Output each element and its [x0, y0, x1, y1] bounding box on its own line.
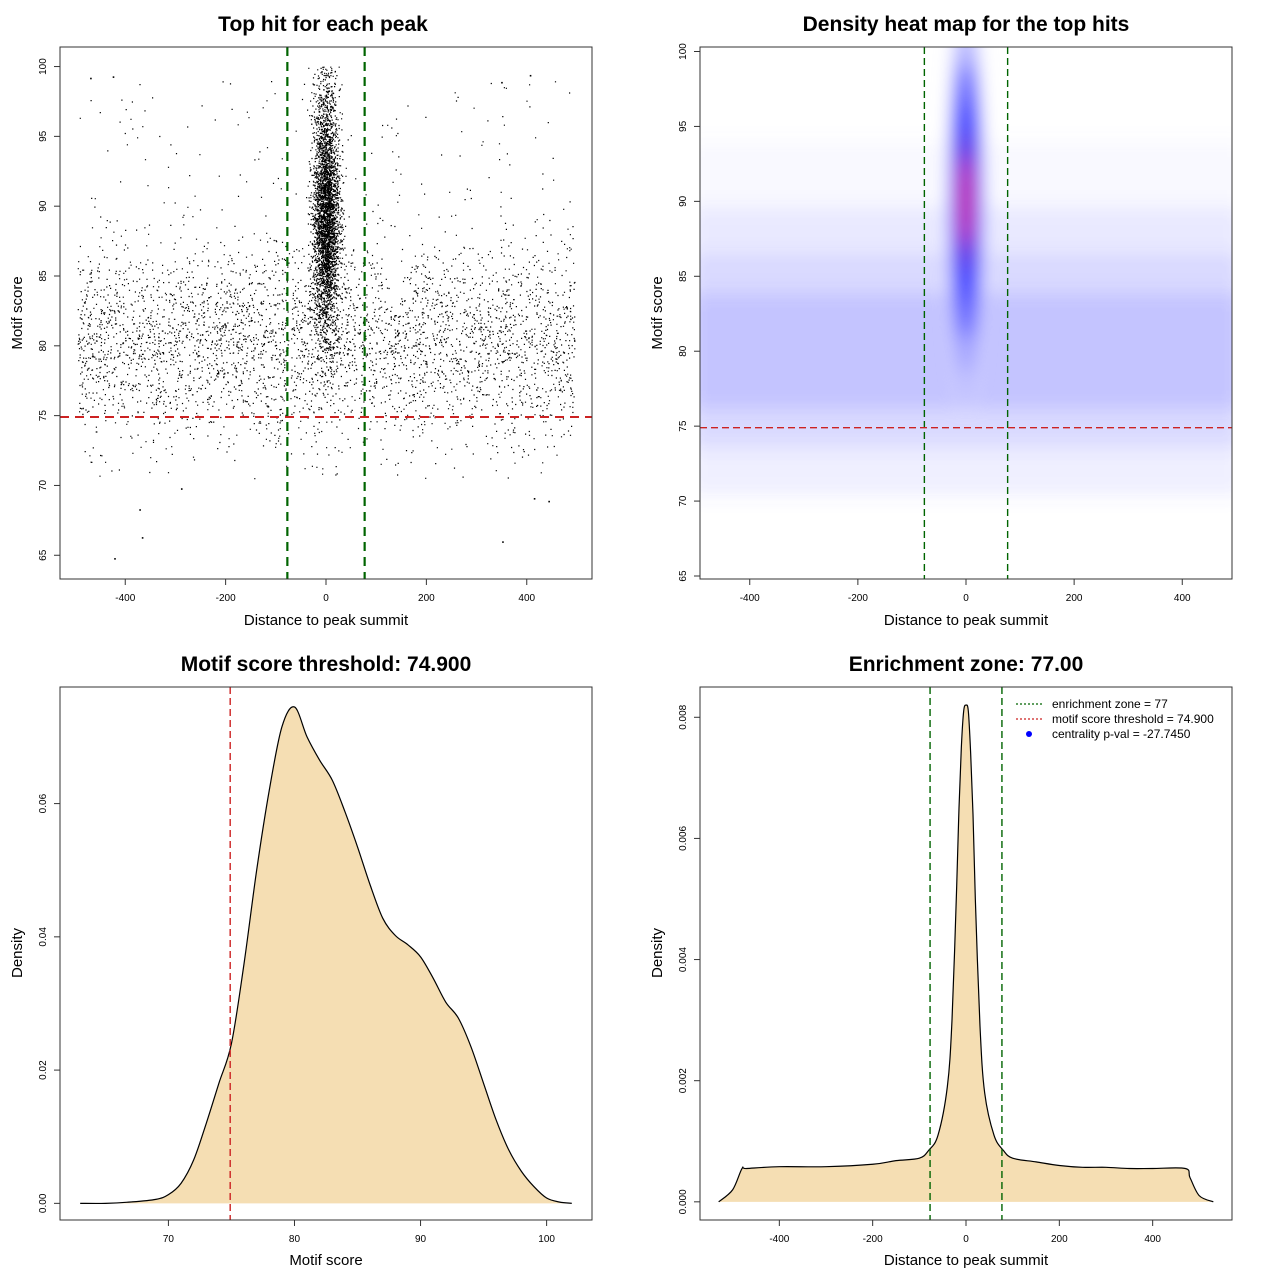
y-tick-label: 85	[38, 270, 49, 282]
heatmap-x-label: Distance to peak summit	[884, 612, 1049, 629]
density-curve	[80, 706, 572, 1205]
y-tick-label: 0.06	[38, 793, 49, 813]
y-tick-label: 0.008	[678, 704, 689, 729]
y-tick-label: 80	[38, 340, 49, 352]
y-tick-label: 65	[678, 570, 689, 582]
scatter-outlier-point	[180, 488, 183, 490]
x-tick-label: -400	[740, 593, 760, 604]
legend-label-pval: centrality p-val = -27.7450	[1052, 727, 1191, 741]
x-tick-label: -200	[848, 593, 868, 604]
y-tick-label: 0.000	[678, 1189, 689, 1214]
y-tick-label: 95	[38, 130, 49, 142]
x-tick-label: 200	[418, 593, 435, 604]
scatter-reference-lines	[60, 47, 592, 579]
x-tick-label: 400	[1144, 1234, 1161, 1245]
y-tick-label: 0.04	[38, 927, 49, 947]
x-tick-label: 200	[1051, 1234, 1068, 1245]
distance-density-axes: -400 -200 0 200 400 0.000 0.002 0.004 0.006 0.008	[678, 704, 1161, 1245]
y-tick-label: 95	[678, 120, 689, 132]
scatter-outlier-point	[112, 76, 115, 78]
y-tick-label: 85	[678, 270, 689, 282]
distance-density-x-label: Distance to peak summit	[884, 1252, 1049, 1269]
heatmap-reference-lines	[700, 47, 1232, 579]
density-fill	[80, 706, 572, 1204]
x-tick-label: -200	[216, 593, 236, 604]
scatter-outlier-point	[90, 77, 92, 80]
heatmap-y-label: Motif score	[649, 276, 666, 349]
scatter-axes: -400 -200 0 200 400 65 70 75 80 85 90 95 100	[38, 58, 536, 604]
score-density-area	[80, 687, 572, 1220]
scatter-point-cloud	[77, 66, 576, 480]
x-tick-label: 400	[518, 593, 535, 604]
y-tick-label: 0.002	[678, 1068, 689, 1093]
legend: enrichment zone = 77 motif score thresho…	[1016, 697, 1214, 741]
scatter-panel: Top hit for each peak -400 -200 0 200 400 65 7…	[9, 13, 593, 629]
distance-density-title: Enrichment zone: 77.00	[849, 653, 1084, 676]
scatter-x-label: Distance to peak summit	[244, 612, 409, 629]
x-tick-label: 90	[415, 1234, 427, 1245]
x-tick-label: 400	[1174, 593, 1191, 604]
legend-swatch-pval	[1026, 731, 1032, 737]
y-tick-label: 75	[678, 420, 689, 432]
heatmap-cluster-layer	[962, 156, 970, 247]
y-tick-label: 80	[678, 345, 689, 357]
scatter-points	[77, 66, 576, 560]
score-density-panel: Motif score threshold: 74.900 70 80 90 100 0…	[9, 653, 593, 1269]
y-tick-label: 90	[678, 195, 689, 207]
y-tick-label: 90	[38, 200, 49, 212]
score-density-axes: 70 80 90 100 0.00 0.02 0.04 0.06	[38, 793, 555, 1245]
heatmap-axes: -400 -200 0 200 400 65 70 75 80 85 90 95 100	[678, 43, 1191, 604]
legend-label-enrichment: enrichment zone = 77	[1052, 697, 1168, 711]
y-tick-label: 100	[678, 43, 689, 60]
score-density-x-label: Motif score	[289, 1252, 362, 1269]
y-tick-label: 0.00	[38, 1193, 49, 1213]
x-tick-label: -400	[769, 1234, 789, 1245]
x-tick-label: 0	[963, 593, 969, 604]
x-tick-label: 70	[163, 1234, 175, 1245]
scatter-outlier-point	[502, 541, 504, 543]
x-tick-label: 200	[1066, 593, 1083, 604]
heatmap-density	[700, 47, 1232, 496]
y-tick-label: 0.004	[678, 947, 689, 972]
heatmap-title: Density heat map for the top hits	[803, 13, 1130, 36]
heatmap-panel: Density heat map for the top hits -400 -2…	[649, 13, 1233, 629]
y-tick-label: 70	[678, 495, 689, 507]
x-tick-label: 100	[538, 1234, 555, 1245]
x-tick-label: -200	[863, 1234, 883, 1245]
x-tick-label: 80	[289, 1234, 301, 1245]
scatter-outlier-point	[139, 509, 141, 511]
scatter-title: Top hit for each peak	[218, 13, 428, 36]
distance-density-y-label: Density	[649, 927, 666, 978]
y-tick-label: 70	[38, 479, 49, 491]
x-tick-label: -400	[115, 593, 135, 604]
legend-label-threshold: motif score threshold = 74.900	[1052, 712, 1214, 726]
scatter-outlier-point	[548, 500, 550, 503]
x-tick-label: 0	[323, 593, 329, 604]
scatter-y-label: Motif score	[9, 276, 26, 349]
score-density-plot-frame	[59, 686, 593, 1221]
y-tick-label: 0.02	[38, 1060, 49, 1080]
scatter-outlier-point	[533, 498, 536, 500]
scatter-outlier-point	[529, 74, 532, 77]
distance-density-area	[718, 687, 1214, 1220]
score-density-title: Motif score threshold: 74.900	[181, 653, 472, 676]
distance-density-panel: Enrichment zone: 77.00 -400 -200 0 200 400 0.…	[649, 653, 1233, 1269]
y-tick-label: 100	[38, 58, 49, 75]
scatter-outlier-point	[114, 558, 116, 560]
scatter-outlier-point	[501, 81, 503, 84]
density-fill	[718, 704, 1214, 1202]
x-tick-label: 0	[963, 1234, 969, 1245]
score-density-y-label: Density	[9, 927, 26, 978]
y-tick-label: 0.006	[678, 825, 689, 850]
scatter-outlier-point	[141, 537, 144, 539]
density-curve	[718, 704, 1214, 1203]
y-tick-label: 65	[38, 549, 49, 561]
y-tick-label: 75	[38, 410, 49, 422]
